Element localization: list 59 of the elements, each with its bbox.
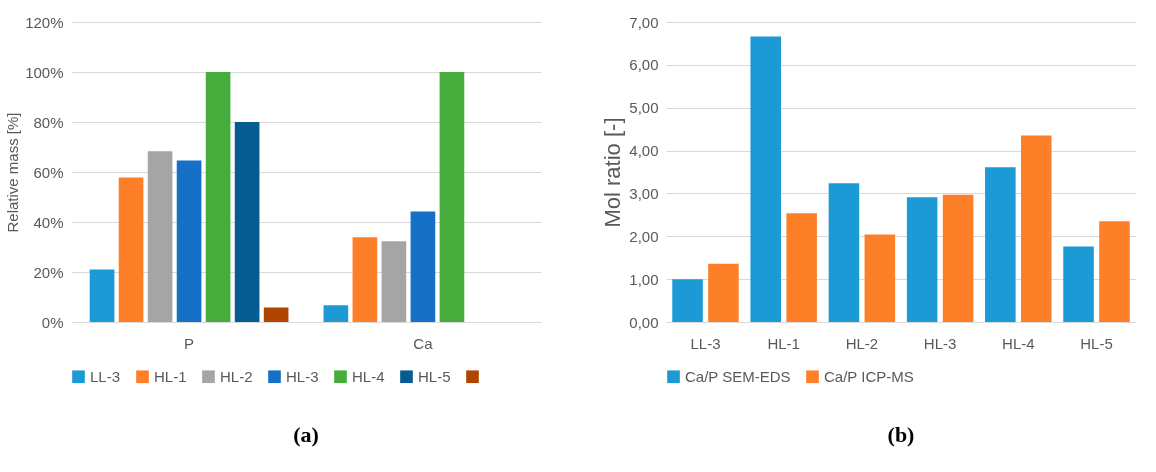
bar bbox=[786, 213, 817, 322]
y-tick-label: 0,00 bbox=[629, 313, 659, 331]
legend-label: HL-5 bbox=[418, 367, 451, 385]
y-tick-label: 6,00 bbox=[629, 56, 659, 74]
x-tick-label: LL-3 bbox=[690, 334, 721, 352]
bar bbox=[410, 211, 436, 322]
legend-label: Ca/P SEM-EDS bbox=[685, 367, 791, 385]
legend-label: Ca/P ICP-MS bbox=[824, 367, 914, 385]
y-tick-label: 40% bbox=[33, 213, 64, 231]
x-tick-label: HL-2 bbox=[845, 334, 879, 352]
x-tick-label: HL-1 bbox=[767, 334, 800, 352]
bar bbox=[906, 197, 938, 322]
bar bbox=[205, 72, 231, 322]
x-tick-label: HL-4 bbox=[1002, 334, 1035, 352]
y-axis-title: Mol ratio [-] bbox=[600, 117, 626, 228]
legend-label: HL-3 bbox=[286, 367, 319, 385]
bar bbox=[942, 194, 974, 322]
y-tick-label: 120% bbox=[25, 13, 64, 31]
x-tick-label: HL-5 bbox=[1080, 334, 1113, 352]
bar bbox=[708, 263, 739, 322]
y-tick-label: 4,00 bbox=[629, 142, 659, 160]
y-tick-label: 0% bbox=[41, 313, 64, 331]
bar bbox=[118, 177, 144, 322]
bar bbox=[1021, 135, 1052, 322]
y-tick-label: 100% bbox=[25, 63, 64, 81]
y-tick-label: 3,00 bbox=[629, 184, 659, 202]
y-axis-title: Relative mass [%] bbox=[4, 112, 22, 233]
x-tick-label: P bbox=[184, 334, 195, 352]
bar bbox=[985, 167, 1016, 322]
bar bbox=[89, 269, 115, 322]
y-tick-label: 5,00 bbox=[629, 99, 659, 117]
legend-label: HL-1 bbox=[154, 367, 187, 385]
bar bbox=[147, 151, 173, 322]
bar bbox=[263, 307, 289, 322]
y-tick-label: 60% bbox=[33, 163, 64, 181]
bar bbox=[672, 279, 703, 322]
text: (a) bbox=[293, 422, 319, 447]
y-tick-label: 2,00 bbox=[629, 227, 659, 245]
y-tick-label: 20% bbox=[33, 263, 64, 281]
y-tick-label: 7,00 bbox=[629, 13, 659, 31]
x-tick-label: Ca bbox=[413, 334, 434, 352]
legend-label: HL-4 bbox=[352, 367, 385, 385]
legend-label: HL-2 bbox=[220, 367, 253, 385]
legend-label: LL-3 bbox=[90, 367, 121, 385]
bar bbox=[828, 183, 860, 322]
y-tick-label: 1,00 bbox=[629, 270, 659, 288]
bar bbox=[176, 160, 202, 322]
bar bbox=[1063, 246, 1094, 322]
bar bbox=[352, 237, 378, 322]
x-tick-label: HL-3 bbox=[923, 334, 957, 352]
bar bbox=[381, 241, 407, 322]
bar bbox=[864, 234, 896, 322]
bar bbox=[1099, 221, 1130, 322]
text: (b) bbox=[887, 422, 915, 447]
bar bbox=[750, 36, 781, 322]
bar bbox=[323, 305, 349, 322]
bar bbox=[234, 122, 260, 322]
y-tick-label: 80% bbox=[33, 113, 64, 131]
bar bbox=[439, 72, 465, 322]
